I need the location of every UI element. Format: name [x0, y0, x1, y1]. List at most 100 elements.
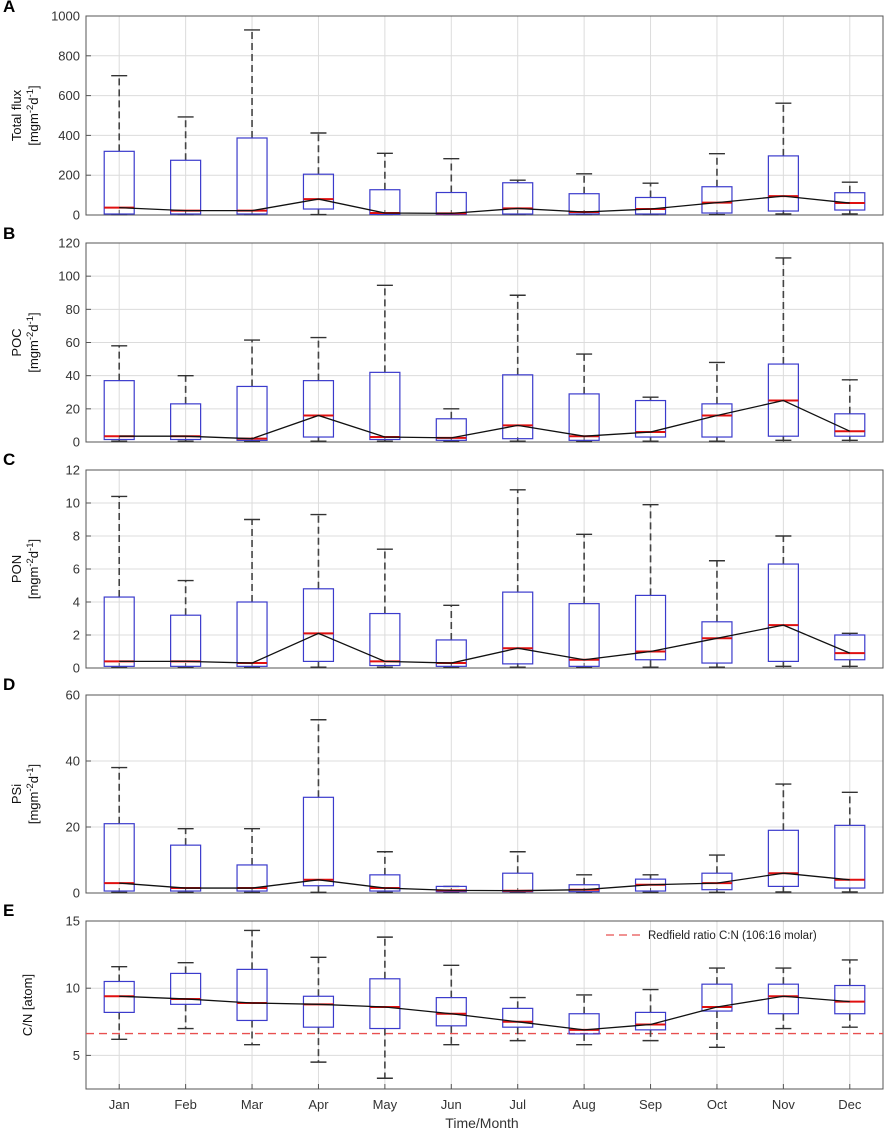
- panel-a-ytick-label: 400: [58, 128, 80, 143]
- panel-b-ytick-label: 100: [58, 269, 80, 284]
- xtick-label-feb: Feb: [174, 1097, 196, 1112]
- iqr-box: [236, 968, 268, 1022]
- panel-a-ytick-label: 200: [58, 168, 80, 183]
- iqr-box: [435, 639, 467, 667]
- iqr-box: [302, 588, 335, 662]
- panel-b-ylabel-unit: [mgm-2d-1]: [25, 312, 42, 372]
- panel-d-ytick-label: 40: [66, 754, 80, 769]
- panel-d-axes-frame: [85, 694, 884, 894]
- panel-c-box-jul: [502, 489, 534, 668]
- panel-d-ylabel-name: PSi: [9, 784, 24, 804]
- iqr-box: [170, 972, 202, 1005]
- panel-c-box-jan: [103, 495, 135, 668]
- panel-d-ytick-label: 20: [66, 820, 80, 835]
- legend-redfield-label: Redfield ratio C:N (106:16 molar): [648, 930, 817, 942]
- panel-b-median-trend: [119, 399, 851, 440]
- panel-b-ytick-label: 60: [66, 335, 80, 350]
- panel-d: 0 20 40 60 D PSi [mgm-2d-1]: [3, 675, 884, 901]
- xtick-label-jun: Jun: [441, 1097, 462, 1112]
- panel-e-ytick-label: 10: [66, 981, 80, 996]
- iqr-box: [170, 844, 202, 892]
- iqr-box: [502, 182, 534, 215]
- iqr-box: [568, 1013, 600, 1035]
- iqr-box: [701, 621, 733, 664]
- panel-b-box-oct: [701, 361, 733, 442]
- iqr-box: [701, 983, 733, 1012]
- panel-e-axes-frame: [85, 920, 884, 1090]
- iqr-box: [103, 823, 135, 892]
- panel-d-ytick-label: 0: [73, 886, 80, 901]
- iqr-box: [369, 978, 401, 1030]
- panel-a-letter: A: [3, 0, 15, 16]
- panel-a: 0 200 400 600 800 1000 A Total flux [mgm-2d-1]: [3, 0, 884, 223]
- iqr-box: [369, 874, 401, 892]
- xtick-label-mar: Mar: [241, 1097, 264, 1112]
- iqr-box: [435, 418, 467, 441]
- panel-a-axes-frame: [85, 15, 884, 216]
- iqr-box: [502, 1007, 534, 1028]
- panel-c-ytick-label: 10: [66, 496, 80, 511]
- iqr-box: [302, 173, 335, 210]
- panel-c-median-trend: [119, 624, 851, 664]
- iqr-box: [302, 995, 335, 1028]
- panel-c-ytick-label: 6: [73, 562, 80, 577]
- iqr-box: [170, 614, 202, 667]
- iqr-box: [502, 374, 534, 440]
- panel-b-ytick-label: 40: [66, 368, 80, 383]
- panel-b-ytick-label: 20: [66, 401, 80, 416]
- iqr-box: [568, 603, 600, 667]
- panel-e-ytick-label: 15: [66, 914, 80, 929]
- panel-a-box-may: [369, 152, 401, 216]
- xtick-label-apr: Apr: [308, 1097, 329, 1112]
- iqr-box: [568, 393, 600, 441]
- panel-d-ylabel-unit: [mgm-2d-1]: [25, 764, 42, 824]
- xtick-label-oct: Oct: [707, 1097, 728, 1112]
- panel-e: 5 10 15 E C/N [atom] Redfield ratio C:N (106:…: [3, 901, 884, 1090]
- panel-b-box-dec: [834, 379, 866, 442]
- xtick-label-dec: Dec: [838, 1097, 862, 1112]
- iqr-box: [767, 563, 799, 662]
- iqr-box: [435, 885, 467, 893]
- panel-a-ytick-label: 0: [73, 208, 80, 223]
- panel-a-ytick-label: 1000: [51, 9, 80, 24]
- iqr-box: [369, 189, 401, 216]
- panel-e-box-dec: [834, 959, 866, 1028]
- iqr-box: [103, 596, 135, 667]
- iqr-box: [103, 380, 135, 441]
- panel-e-median-trend: [119, 995, 850, 1031]
- x-axis-label: Time/Month: [445, 1115, 518, 1131]
- iqr-box: [302, 796, 335, 887]
- iqr-box: [634, 399, 667, 438]
- panel-c-ytick-label: 12: [66, 463, 80, 478]
- iqr-box: [767, 155, 799, 212]
- panel-b-letter: B: [3, 224, 15, 243]
- panel-c-ylabel-name: PON: [9, 555, 24, 583]
- iqr-box: [767, 829, 799, 887]
- panel-a-ylabel-name: Total flux: [9, 89, 24, 141]
- panel-a-ytick-label: 800: [58, 48, 80, 63]
- panel-c-ytick-label: 4: [73, 595, 80, 610]
- panel-b-ytick-label: 80: [66, 302, 80, 317]
- panel-b: 0 20 40 60 80 100 120 B POC [mgm-2d-1]: [3, 224, 884, 450]
- panel-c: 0 2 4 6 8 10 12 C PON [mgm-2d-1]: [3, 450, 884, 676]
- panel-d-ytick-label: 60: [66, 688, 80, 703]
- iqr-box: [369, 612, 401, 667]
- panel-b-box-jul: [502, 294, 534, 442]
- xtick-label-aug: Aug: [573, 1097, 596, 1112]
- panel-d-letter: D: [3, 675, 15, 694]
- xtick-label-sep: Sep: [639, 1097, 662, 1112]
- panel-a-median-trend: [119, 195, 850, 215]
- xtick-label-jan: Jan: [109, 1097, 130, 1112]
- iqr-box: [834, 824, 866, 889]
- iqr-box: [701, 403, 733, 438]
- panel-c-ylabel-unit: [mgm-2d-1]: [25, 539, 42, 599]
- panel-c-ytick-label: 2: [73, 628, 80, 643]
- panel-e-ylabel: C/N [atom]: [20, 974, 35, 1036]
- iqr-box: [568, 193, 600, 215]
- panel-a-ytick-label: 600: [58, 88, 80, 103]
- xtick-label-may: May: [373, 1097, 398, 1112]
- iqr-box: [236, 864, 268, 892]
- panel-c-ytick-label: 8: [73, 529, 80, 544]
- panel-d-box-jan: [103, 766, 135, 894]
